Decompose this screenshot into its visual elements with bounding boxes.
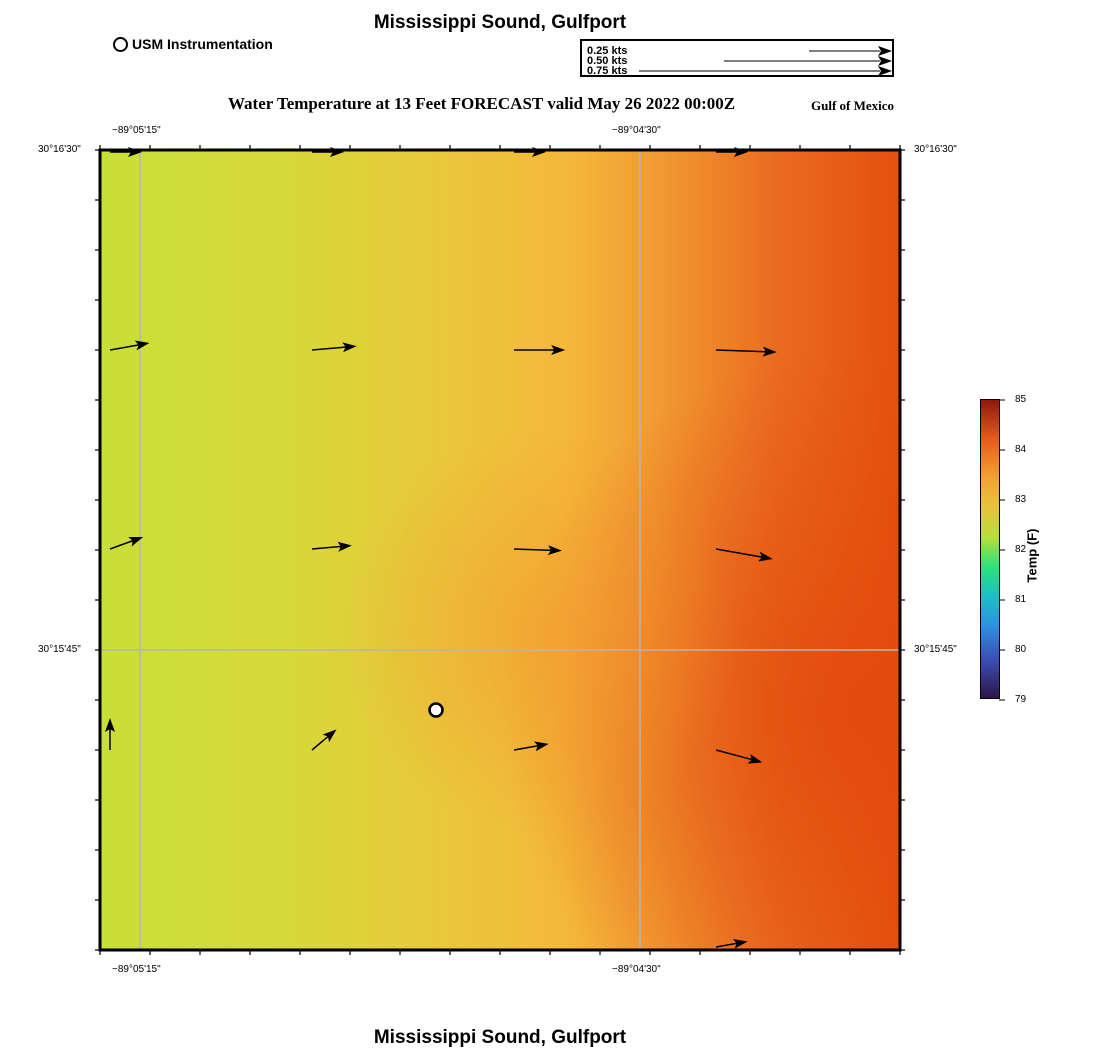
lon-tick-top-2: −89°04'30" [612,125,661,136]
current-vector-arrow [311,729,337,751]
current-vector-arrow [715,749,763,764]
map-bottom-title: Mississippi Sound, Gulfport [373,1027,627,1048]
current-vector-arrow [109,536,144,550]
current-vector-legend: 0.25 kts 0.50 kts 0.75 kts [580,39,894,77]
lon-tick-top-1: −89°05'15" [112,125,161,136]
colorbar-label: Temp (F) [1024,528,1040,583]
colorbar-tick-83: 83 [1015,494,1027,505]
colorbar-tick-82: 82 [1015,544,1027,555]
colorbar-tick-81: 81 [1015,594,1027,605]
forecast-subtitle: Water Temperature at 13 Feet FORECAST va… [228,94,736,113]
lat-tick-left-1: 30°16'30" [38,144,81,155]
frame-ticks [95,145,905,955]
colorbar-tick-84: 84 [1015,444,1027,455]
colorbar-tick-80: 80 [1015,644,1027,655]
current-vector-arrow [109,340,150,351]
colorbar-tick-85: 85 [1015,394,1027,405]
current-vector-arrow [311,342,357,353]
lon-tick-bottom-1: −89°05'15" [112,964,161,975]
current-vector-arrow [715,548,773,562]
current-vector-arrow [716,147,748,157]
colorbar-tick-mark-group [999,399,1005,701]
lon-tick-bottom-2: −89°04'30" [612,964,661,975]
current-vector-arrow [715,938,748,949]
circle-marker-icon [113,36,128,52]
usm-instrumentation-legend: USM Instrumentation [113,36,273,52]
current-vector-arrow [105,718,115,750]
colorbar-tick-marks [999,399,1005,701]
temperature-map[interactable] [90,140,912,960]
legend-arrow [809,46,892,56]
map-title: Mississippi Sound, Gulfport [373,12,627,33]
legend-speed-label-2: 0.50 kts [587,55,628,67]
legend-arrow [724,56,892,66]
current-vector-arrow [514,345,566,355]
legend-speed-label-3: 0.75 kts [587,65,628,77]
usm-legend-label: USM Instrumentation [132,36,273,52]
legend-arrows [639,46,892,75]
temperature-warm-belt [100,150,900,950]
legend-speed-label-1: 0.25 kts [587,45,628,57]
lat-tick-right-1: 30°16'30" [914,144,957,155]
current-vector-arrow [110,147,142,157]
current-vector-arrow [513,545,562,556]
usm-instrumentation-marker[interactable] [428,702,444,718]
colorbar-tick-79: 79 [1015,694,1027,705]
region-label: Gulf of Mexico [811,98,895,113]
legend-arrow [639,66,892,75]
current-vector-arrow [513,741,549,752]
lat-tick-right-2: 30°15'45" [914,644,957,655]
current-vector-arrow [715,346,777,357]
temperature-colorbar [980,399,1000,699]
legend-arrow-group [639,46,892,75]
current-vector-arrow [312,147,344,157]
lat-tick-left-2: 30°15'45" [38,644,81,655]
current-vectors [105,147,777,949]
current-vector-arrow [311,541,352,552]
current-vector-arrow [514,147,546,157]
